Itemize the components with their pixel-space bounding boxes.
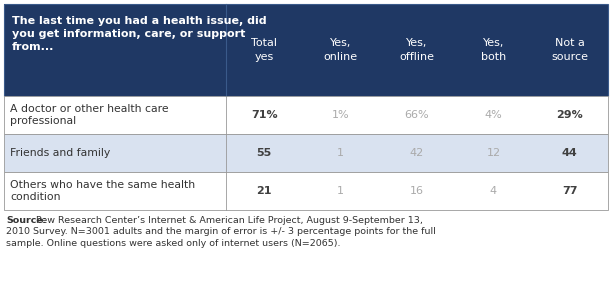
Text: Others who have the same health
condition: Others who have the same health conditio… xyxy=(10,180,195,202)
Text: A doctor or other health care
professional: A doctor or other health care profession… xyxy=(10,104,169,126)
Text: 66%: 66% xyxy=(405,110,429,120)
Bar xyxy=(4,172,608,210)
Text: 77: 77 xyxy=(562,186,578,196)
Text: Pew Research Center’s Internet & American Life Project, August 9-September 13,
2: Pew Research Center’s Internet & America… xyxy=(6,216,436,248)
Text: Source:: Source: xyxy=(6,216,47,225)
Text: 55: 55 xyxy=(256,148,272,158)
Text: The last time you had a health issue, did
you get information, care, or support
: The last time you had a health issue, di… xyxy=(12,16,267,52)
Text: 44: 44 xyxy=(562,148,578,158)
Text: Yes,
online: Yes, online xyxy=(324,38,357,62)
Text: 4%: 4% xyxy=(485,110,502,120)
Text: 1: 1 xyxy=(337,186,344,196)
Bar xyxy=(4,4,608,96)
Text: 1%: 1% xyxy=(332,110,349,120)
Text: 12: 12 xyxy=(487,148,501,158)
Text: Total
yes: Total yes xyxy=(251,38,277,62)
Text: 29%: 29% xyxy=(556,110,583,120)
Bar xyxy=(4,4,608,96)
Text: Yes,
both: Yes, both xyxy=(481,38,506,62)
Text: 1: 1 xyxy=(337,148,344,158)
Text: Yes,
offline: Yes, offline xyxy=(400,38,435,62)
Text: 42: 42 xyxy=(410,148,424,158)
Text: 71%: 71% xyxy=(251,110,277,120)
Bar xyxy=(4,96,608,134)
Text: 21: 21 xyxy=(256,186,272,196)
Bar xyxy=(4,134,608,172)
Text: Not a
source: Not a source xyxy=(551,38,588,62)
Text: 4: 4 xyxy=(490,186,497,196)
Text: Friends and family: Friends and family xyxy=(10,148,110,158)
Text: 16: 16 xyxy=(410,186,424,196)
